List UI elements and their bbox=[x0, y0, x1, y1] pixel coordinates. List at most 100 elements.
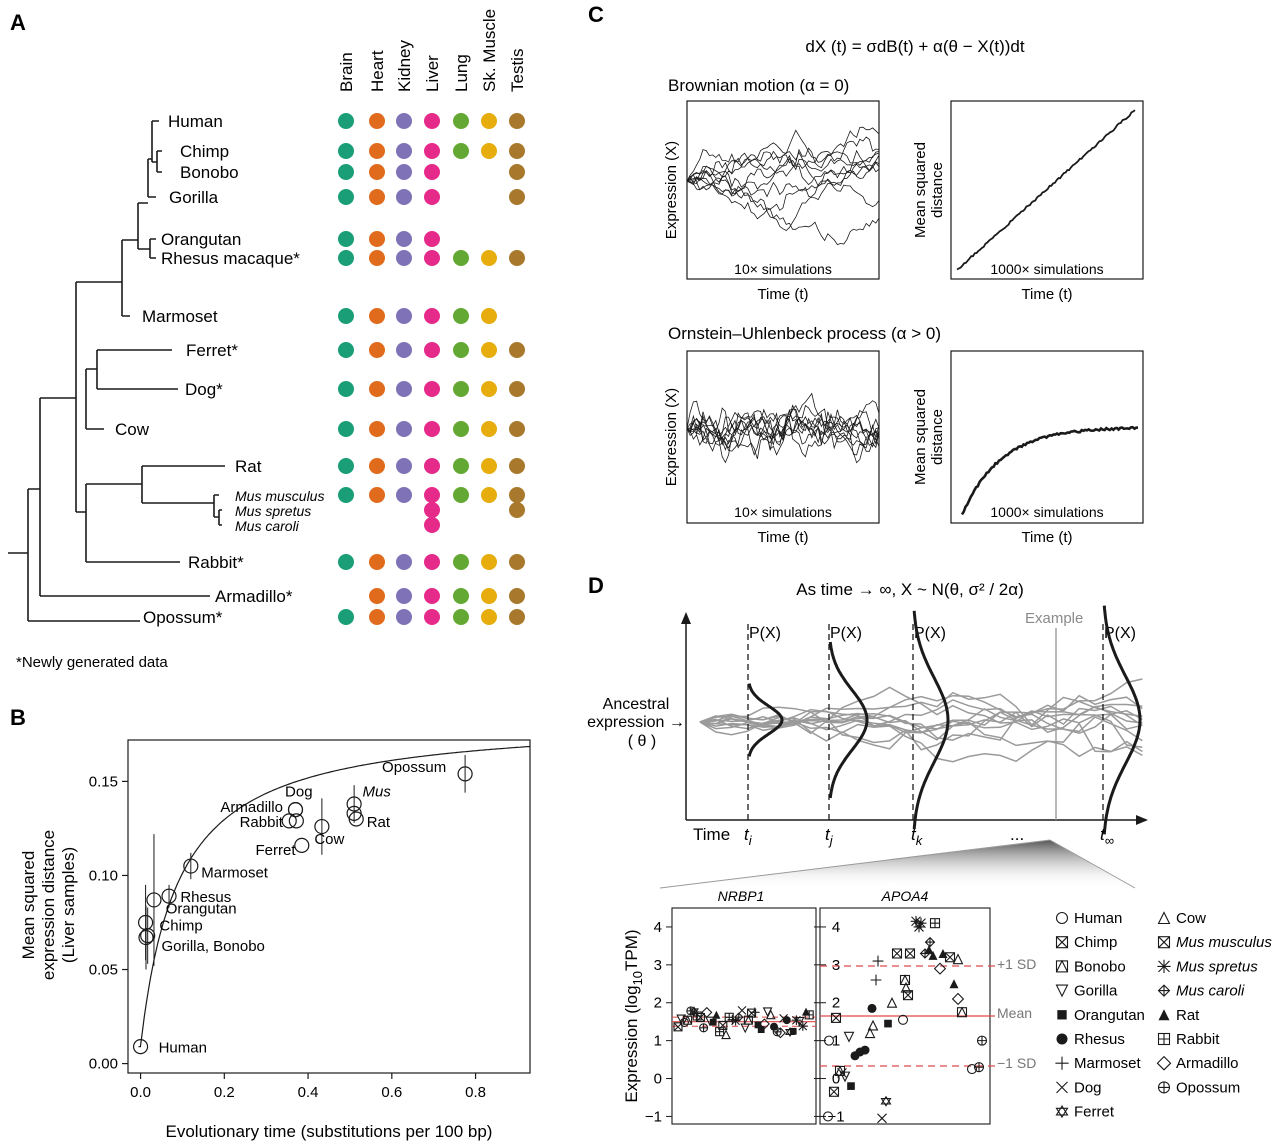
marker-square bbox=[757, 1026, 765, 1034]
b-point bbox=[294, 837, 310, 853]
b-ytick-label: 0.00 bbox=[89, 1056, 118, 1073]
marker-0 bbox=[966, 1064, 978, 1075]
c-sim-path bbox=[686, 161, 880, 220]
tissue-dot bbox=[424, 554, 440, 570]
d-ytick-label-2: 2 bbox=[832, 995, 840, 1012]
b-point bbox=[132, 1039, 149, 1055]
marker-1 bbox=[1055, 936, 1069, 949]
species-label-3: Gorilla bbox=[169, 188, 219, 207]
c-ou-ylabel: Expression (X) bbox=[663, 388, 680, 486]
tissue-dot bbox=[369, 113, 385, 129]
tissue-dot bbox=[453, 143, 469, 159]
tree-branch bbox=[147, 158, 156, 198]
tissue-dot bbox=[453, 250, 469, 266]
marker-square bbox=[709, 1018, 717, 1026]
tissue-dot-matrix bbox=[338, 113, 525, 625]
marker-10 bbox=[1157, 936, 1171, 949]
tissue-dot bbox=[509, 143, 525, 159]
c-bm-sim-label: 10× simulations bbox=[734, 261, 832, 277]
marker-2 bbox=[956, 1007, 968, 1018]
species-label-13: Mus caroli bbox=[235, 518, 300, 534]
marker-filled-triangle bbox=[712, 1010, 721, 1019]
marker-3 bbox=[794, 1017, 805, 1027]
tissue-dot bbox=[424, 458, 440, 474]
marker-15 bbox=[701, 1006, 713, 1018]
tissue-dot bbox=[424, 517, 440, 533]
marker-dot bbox=[867, 1003, 877, 1013]
marker-11 bbox=[910, 915, 922, 927]
d-time-sub: j bbox=[828, 833, 834, 848]
tissue-dot bbox=[369, 143, 385, 159]
b-point-label: Marmoset bbox=[201, 865, 269, 882]
b-point bbox=[183, 858, 199, 874]
b-xtick-label: 0.4 bbox=[298, 1084, 319, 1101]
marker-9 bbox=[864, 1027, 876, 1039]
marker-2 bbox=[900, 974, 910, 985]
marker-1 bbox=[696, 1013, 705, 1022]
b-point-label: Opossum bbox=[382, 759, 446, 776]
b-ytick-label: 0.10 bbox=[89, 867, 118, 884]
marker-1 bbox=[892, 948, 902, 959]
legend-label: Mus musculus bbox=[1176, 934, 1272, 951]
tissue-dot bbox=[509, 502, 525, 518]
marker-7 bbox=[1056, 1081, 1068, 1094]
species-label-8: Dog* bbox=[185, 380, 223, 399]
tissue-dot bbox=[424, 113, 440, 129]
tree-branch bbox=[141, 465, 225, 504]
marker-16 bbox=[1158, 1081, 1170, 1093]
tissue-dot bbox=[481, 143, 497, 159]
tissue-dot bbox=[338, 381, 354, 397]
d-ytick-label: 3 bbox=[654, 957, 662, 974]
marker-1 bbox=[830, 1012, 842, 1023]
marker-7 bbox=[837, 1067, 847, 1078]
legend-label: Rabbit bbox=[1176, 1031, 1220, 1048]
marker-9 bbox=[1157, 911, 1171, 925]
tissue-dot bbox=[509, 113, 525, 129]
d-px-label: P(X) bbox=[914, 625, 946, 642]
marker-11 bbox=[913, 921, 925, 933]
c-sim-path bbox=[686, 169, 880, 208]
marker-0 bbox=[679, 1017, 689, 1027]
c-bm-msd-path bbox=[956, 109, 1136, 271]
marker-11 bbox=[915, 917, 927, 929]
d-px-label: P(X) bbox=[830, 625, 862, 642]
c-ou-msd-path bbox=[960, 425, 1139, 516]
b-axes: 0.0 0.2 0.4 0.6 0.8 0.00 0.05 0.10 0.15 bbox=[89, 773, 486, 1101]
marker-1 bbox=[945, 952, 955, 963]
legend-label: Rat bbox=[1176, 1007, 1200, 1024]
marker-8 bbox=[1055, 1105, 1069, 1119]
d-x-arrow bbox=[1136, 815, 1148, 825]
d-gray-path bbox=[699, 686, 1143, 735]
species-label-1: Chimp bbox=[180, 142, 229, 161]
tissue-headers: Brain Heart Kidney Liver Lung Sk. Muscle Testi… bbox=[337, 9, 527, 92]
b-point-label: Rat bbox=[367, 814, 391, 831]
marker-6 bbox=[872, 955, 884, 967]
species-label-14: Rabbit* bbox=[188, 553, 244, 572]
tissue-dot bbox=[453, 487, 469, 503]
tissue-dot bbox=[424, 250, 440, 266]
tissue-dot bbox=[396, 458, 412, 474]
marker-9 bbox=[952, 953, 964, 965]
tissue-dot bbox=[424, 487, 440, 503]
panel-d: D As time → ∞, X ~ N(θ, σ² / 2α) P(X) P(X… bbox=[587, 573, 1272, 1125]
tissue-dot bbox=[509, 588, 525, 604]
d-ytick-label-2: −1 bbox=[827, 1108, 844, 1125]
tissue-dot bbox=[481, 381, 497, 397]
d-px-label: P(X) bbox=[1104, 625, 1136, 642]
panel-c: C dX (t) = σdB(t) + α(θ − X(t))dt Browni… bbox=[588, 2, 1144, 546]
panel-a-label: A bbox=[10, 10, 26, 35]
tissue-dot bbox=[369, 189, 385, 205]
species-label-6: Marmoset bbox=[142, 307, 218, 326]
legend-label: Dog bbox=[1074, 1079, 1102, 1096]
tissue-dot bbox=[369, 458, 385, 474]
marker-1 bbox=[829, 1086, 839, 1097]
marker-square bbox=[789, 1027, 797, 1035]
c-sim-path bbox=[686, 149, 880, 187]
b-point bbox=[287, 802, 304, 818]
tree-branch bbox=[156, 150, 162, 173]
b-xtick-label: 0.0 bbox=[130, 1084, 151, 1101]
marker-1 bbox=[891, 948, 903, 959]
b-point-label: Rabbit bbox=[240, 814, 284, 831]
tissue-dot bbox=[338, 458, 354, 474]
